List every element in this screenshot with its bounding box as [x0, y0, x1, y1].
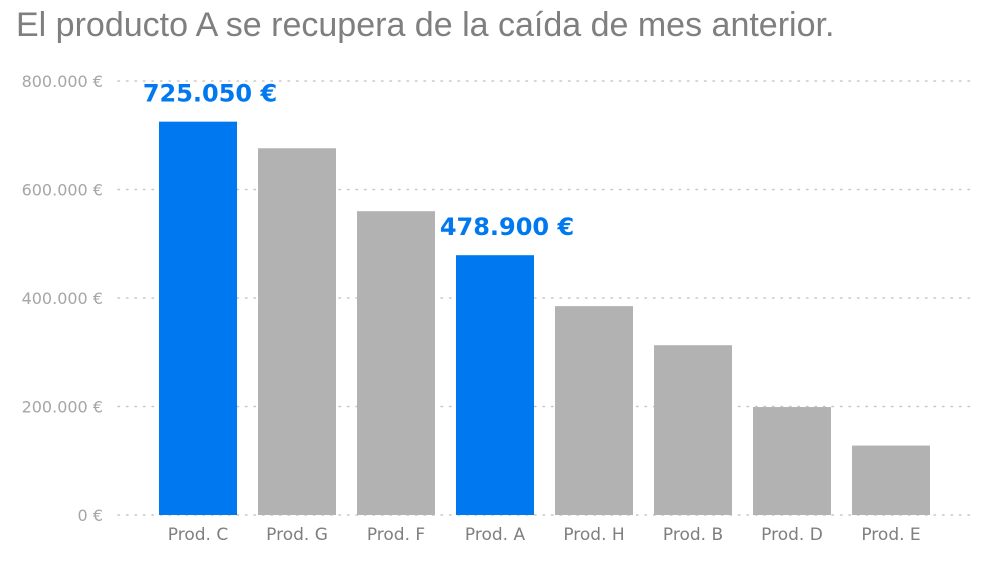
y-axis: 0 € 200.000 € 400.000 € 600.000 € 800.000 € [22, 72, 103, 525]
bar-prod-b[interactable] [654, 345, 732, 515]
bar-prod-f[interactable] [357, 211, 435, 515]
x-tick-label: Prod. H [563, 525, 624, 545]
data-labels: 725.050 € 478.900 € [143, 80, 574, 242]
y-tick-label: 400.000 € [22, 289, 103, 308]
x-axis: Prod. C Prod. G Prod. F Prod. A Prod. H Prod.… [168, 525, 921, 545]
data-label: 725.050 € [143, 80, 277, 108]
bars [159, 121, 930, 516]
x-tick-label: Prod. B [663, 525, 723, 545]
bar-prod-c[interactable] [159, 121, 237, 516]
bar-prod-a[interactable] [456, 255, 534, 515]
y-tick-label: 800.000 € [22, 72, 103, 91]
chart-title: El producto A se recupera de la caída de… [16, 6, 835, 44]
x-tick-label: Prod. C [168, 525, 228, 545]
data-label: 478.900 € [440, 213, 574, 241]
y-tick-label: 200.000 € [22, 398, 103, 417]
x-tick-label: Prod. F [367, 525, 425, 545]
x-tick-label: Prod. D [761, 525, 823, 545]
bar-prod-h[interactable] [555, 306, 633, 515]
x-tick-label: Prod. G [266, 525, 328, 545]
bar-prod-e[interactable] [852, 445, 930, 515]
gridlines [117, 80, 973, 516]
x-tick-label: Prod. A [465, 525, 526, 545]
y-tick-label: 600.000 € [22, 181, 103, 200]
x-tick-label: Prod. E [861, 525, 920, 545]
bar-prod-g[interactable] [258, 148, 336, 515]
bar-prod-d[interactable] [753, 407, 831, 515]
y-tick-label: 0 € [78, 506, 103, 525]
